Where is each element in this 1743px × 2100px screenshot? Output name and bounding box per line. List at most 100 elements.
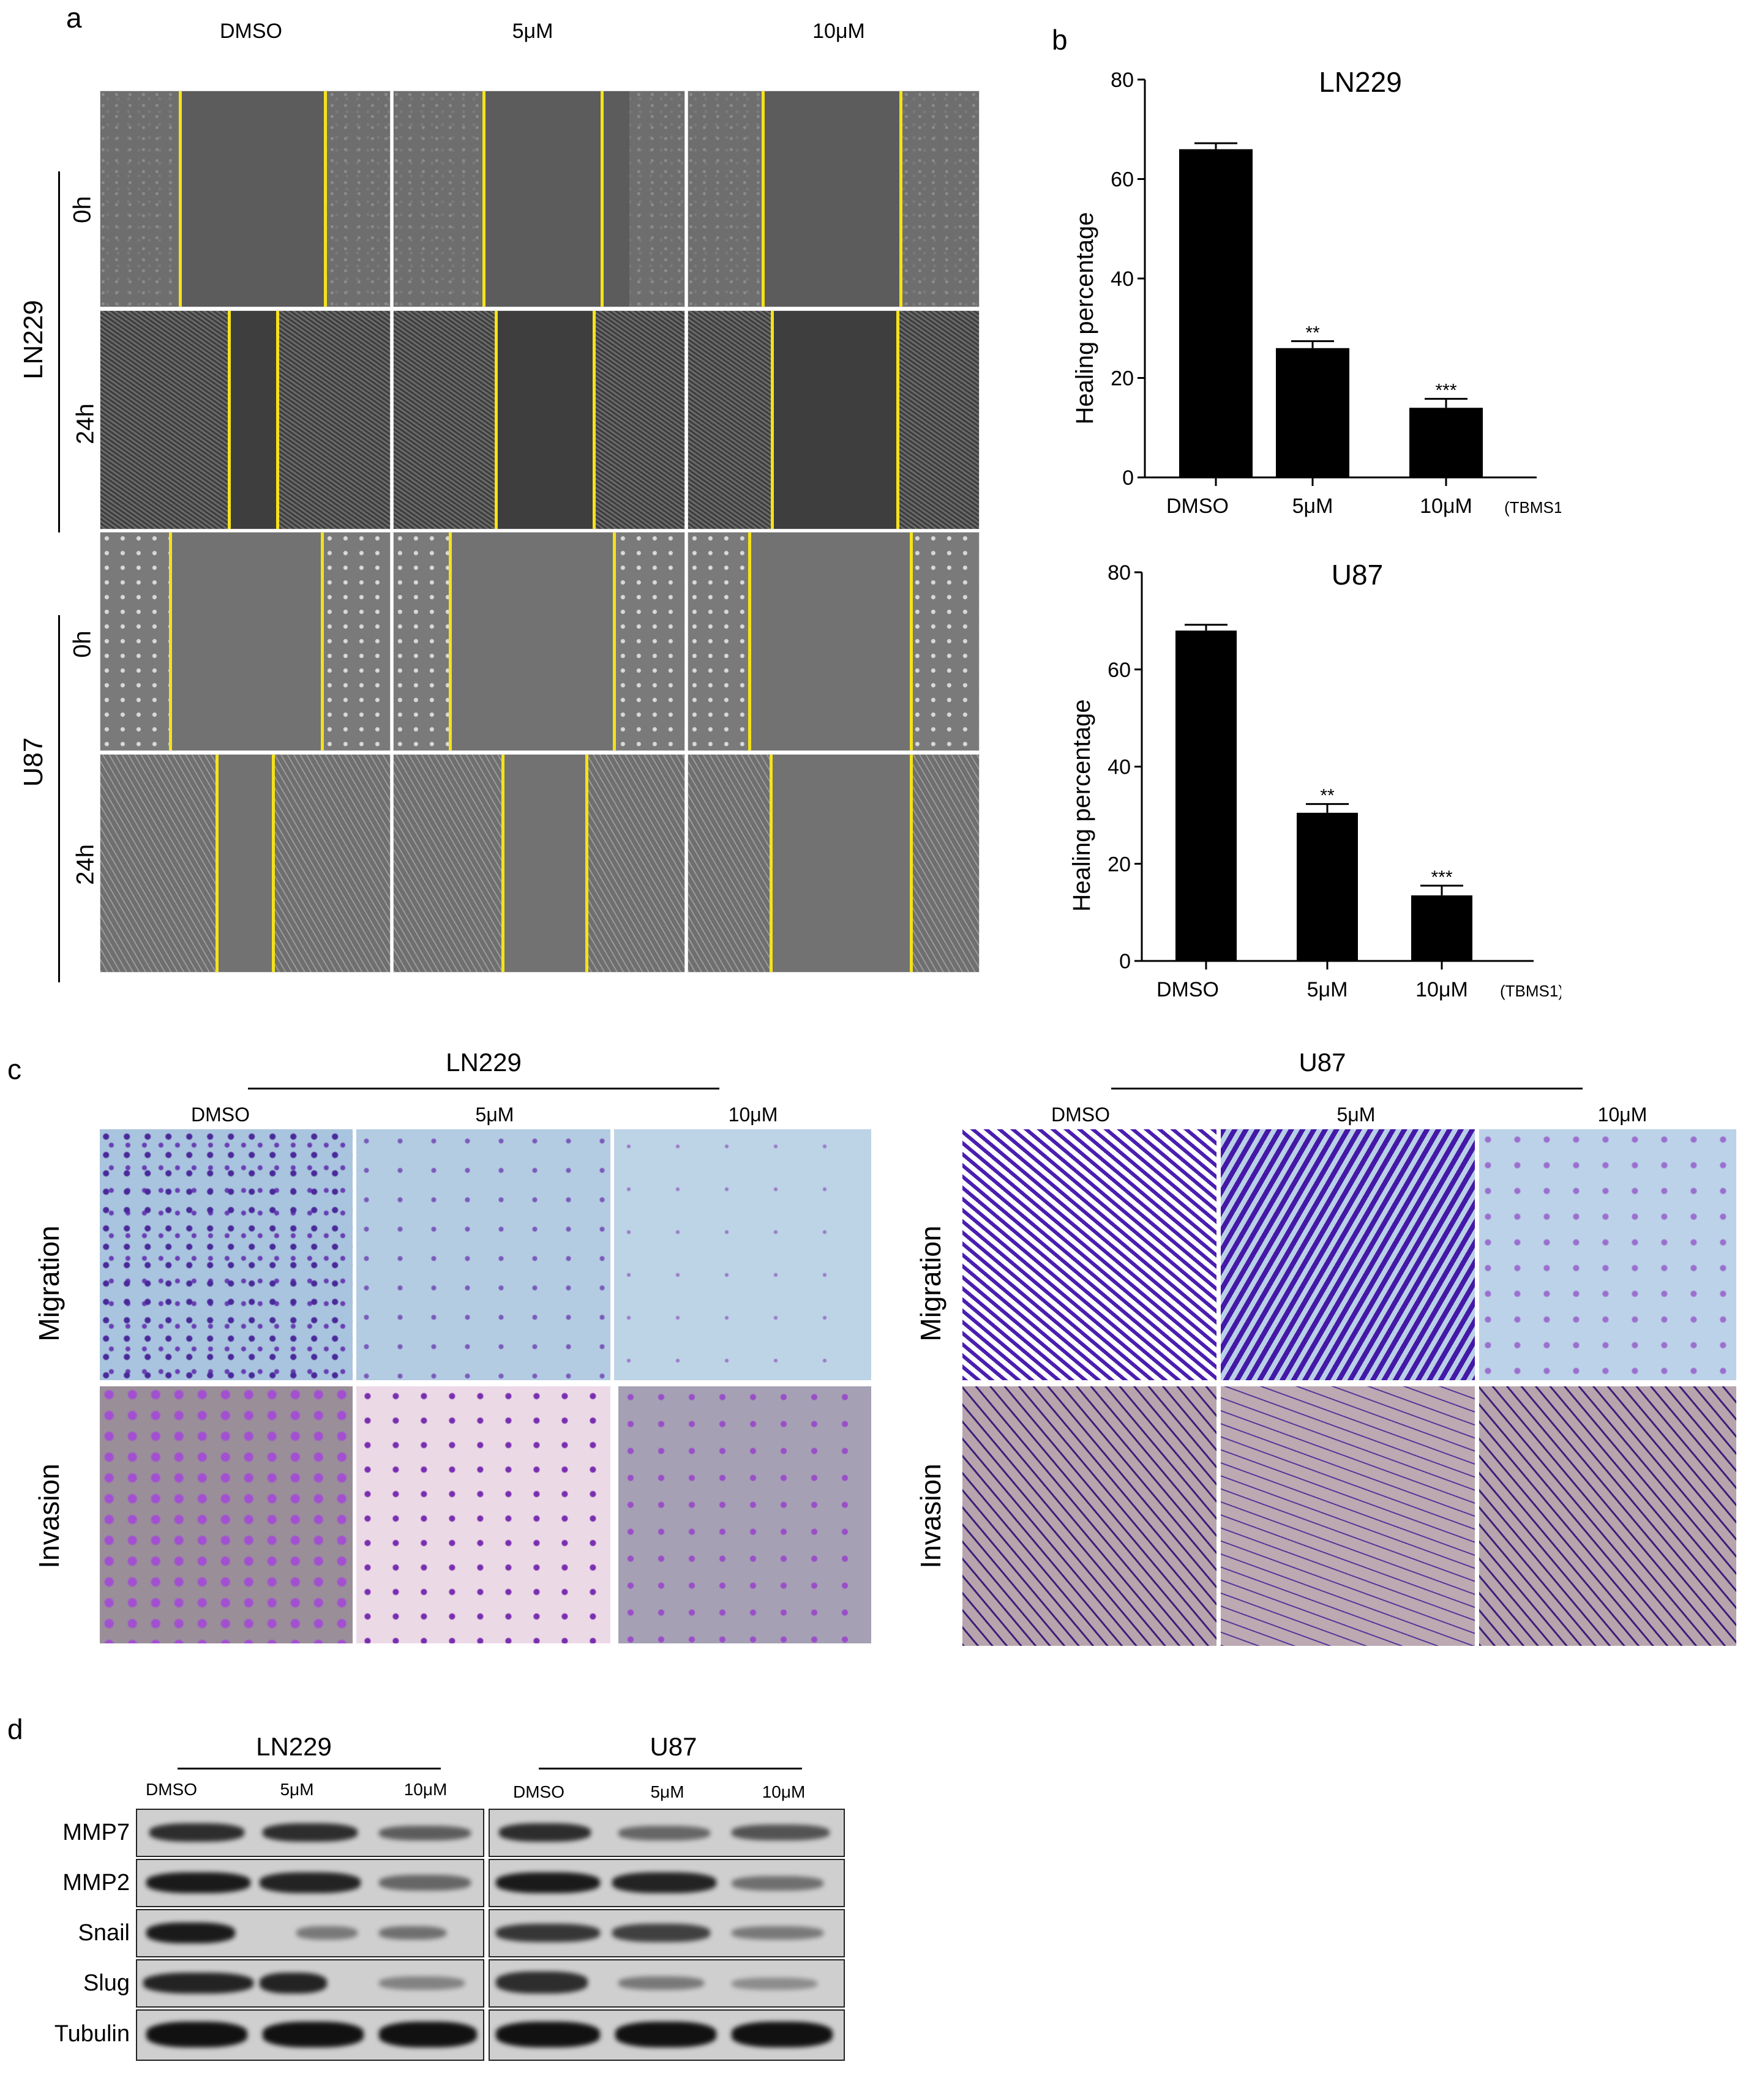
significance-label: ** (1305, 323, 1320, 343)
bar (1179, 149, 1253, 477)
blot-ln229-snail (136, 1909, 484, 1957)
bar (1411, 895, 1472, 961)
panel-c-u87-title: U87 (1299, 1048, 1346, 1077)
panel-d-u87-title: U87 (650, 1732, 697, 1761)
y-tick-label: 20 (1108, 853, 1131, 876)
transwell-ln229-invasion-dmso (100, 1386, 353, 1643)
panel-b-letter: b (1052, 24, 1068, 56)
panel-a-col-10um: 10μM (812, 20, 865, 43)
transwell-ln229-migration-5um (356, 1129, 610, 1380)
x-tick-label: DMSO (1156, 978, 1219, 1001)
panel-c-u87-col-5um: 5μM (1336, 1104, 1376, 1126)
panel-d-ln229-col-dmso: DMSO (146, 1780, 197, 1799)
x-tick-label: 10μM (1415, 978, 1468, 1001)
blot-u87-tubulin (489, 2009, 845, 2061)
blot-u87-mmp2 (489, 1859, 845, 1907)
x-tick-label: 10μM (1420, 495, 1472, 518)
panel-a-u87-24h: 24h (72, 844, 99, 885)
transwell-u87-invasion-10um (1479, 1386, 1736, 1646)
wound-u87-5um-24h (393, 754, 685, 973)
transwell-u87-migration-dmso (962, 1129, 1216, 1380)
panel-d-u87-col-dmso: DMSO (513, 1782, 564, 1801)
y-tick-label: 80 (1108, 561, 1131, 585)
y-tick-label: 80 (1111, 69, 1134, 92)
chart-ln229-healing: LN229 0 20 40 60 80 Healing percentage DMSO 5μM *… (1071, 66, 1561, 518)
panel-c-letter: c (7, 1053, 21, 1085)
blot-label-mmp7: MMP7 (62, 1820, 130, 1845)
transwell-ln229-migration-10um (614, 1129, 871, 1380)
blot-u87-snail (489, 1909, 845, 1957)
y-tick-label: 20 (1111, 367, 1134, 390)
transwell-ln229-invasion-10um (618, 1386, 871, 1643)
wound-ln229-10um-0h (688, 91, 980, 307)
panel-a-line-u87: U87 (18, 737, 48, 787)
panel-c-u87-underline (1111, 1088, 1583, 1089)
panel-a-u87-0h: 0h (69, 630, 96, 658)
blot-label-mmp2: MMP2 (62, 1870, 130, 1896)
blot-ln229-mmp2 (136, 1859, 484, 1907)
panel-c-u87-row-invasion: Invasion (915, 1463, 946, 1569)
y-tick-label: 60 (1111, 168, 1134, 192)
panel-c-ln229-underline (248, 1088, 719, 1089)
blot-ln229-mmp7 (136, 1809, 484, 1857)
wound-u87-dmso-24h (100, 754, 391, 973)
panel-a-letter: a (66, 2, 82, 34)
wound-ln229-dmso-0h (100, 91, 391, 307)
y-axis-label: Healing percentage (1068, 700, 1095, 912)
panel-c-u87-col-dmso: DMSO (1051, 1104, 1110, 1126)
blot-label-snail: Snail (78, 1920, 130, 1946)
wound-ln229-dmso-24h (100, 310, 391, 529)
transwell-u87-invasion-dmso (962, 1386, 1216, 1646)
panel-d-u87-underline (539, 1768, 802, 1769)
significance-label: *** (1435, 381, 1456, 401)
panel-c-ln229-col-dmso: DMSO (191, 1104, 250, 1126)
panel-c-ln229-row-migration: Migration (33, 1225, 65, 1342)
wound-u87-10um-24h (688, 754, 980, 973)
transwell-ln229-migration-dmso (100, 1129, 353, 1380)
wound-u87-10um-0h (688, 532, 980, 751)
chart-u87-healing: U87 0 20 40 60 80 Healing percentage DMSO 5μM ** 1… (1068, 559, 1561, 1001)
chart-title: U87 (1332, 559, 1383, 591)
transwell-ln229-invasion-5um (356, 1386, 610, 1643)
panel-d-ln229-col-10um: 10μM (403, 1780, 448, 1799)
y-tick-label: 40 (1111, 267, 1134, 291)
wound-ln229-10um-24h (688, 310, 980, 529)
treatment-label: (TBMS1) (1500, 982, 1561, 1000)
panel-d-ln229-underline (178, 1768, 441, 1769)
x-tick-label: 5μM (1307, 978, 1348, 1001)
transwell-u87-invasion-5um (1221, 1386, 1475, 1646)
panel-d-u87-col-10um: 10μM (762, 1782, 806, 1801)
panel-a-ln229-24h: 24h (72, 403, 99, 444)
blot-label-tubulin: Tubulin (54, 2021, 130, 2047)
panel-a-col-5um: 5μM (512, 20, 553, 43)
panel-d-ln229-title: LN229 (256, 1732, 332, 1761)
bar (1276, 348, 1349, 477)
transwell-u87-migration-5um (1221, 1129, 1475, 1380)
wound-ln229-5um-24h (393, 310, 685, 529)
panel-d-ln229-col-5um: 5μM (280, 1780, 314, 1799)
bar (1175, 630, 1237, 961)
chart-title: LN229 (1319, 66, 1402, 98)
bar (1409, 408, 1483, 477)
significance-label: *** (1431, 867, 1452, 887)
panel-c-ln229-row-invasion: Invasion (33, 1463, 65, 1569)
panel-a-line-ln229: LN229 (18, 300, 48, 379)
panel-a-col-dmso: DMSO (220, 20, 282, 43)
panel-a-bracket-u87 (58, 615, 60, 982)
blot-ln229-tubulin (136, 2009, 484, 2061)
treatment-label: (TBMS1) (1504, 498, 1561, 517)
panel-d-letter: d (7, 1713, 23, 1745)
wound-ln229-5um-0h (393, 91, 685, 307)
panel-c-ln229-col-5um: 5μM (475, 1104, 514, 1126)
panel-a-ln229-0h: 0h (69, 196, 96, 223)
panel-c-u87-col-10um: 10μM (1597, 1104, 1647, 1126)
bar (1297, 812, 1358, 961)
y-tick-label: 0 (1122, 466, 1134, 490)
blot-u87-mmp7 (489, 1809, 845, 1857)
y-tick-label: 0 (1119, 950, 1131, 973)
x-tick-label: DMSO (1166, 495, 1229, 518)
wound-u87-5um-0h (393, 532, 685, 751)
panel-c-ln229-col-10um: 10μM (728, 1104, 778, 1126)
blot-label-slug: Slug (83, 1970, 130, 1996)
x-tick-label: 5μM (1292, 495, 1333, 518)
